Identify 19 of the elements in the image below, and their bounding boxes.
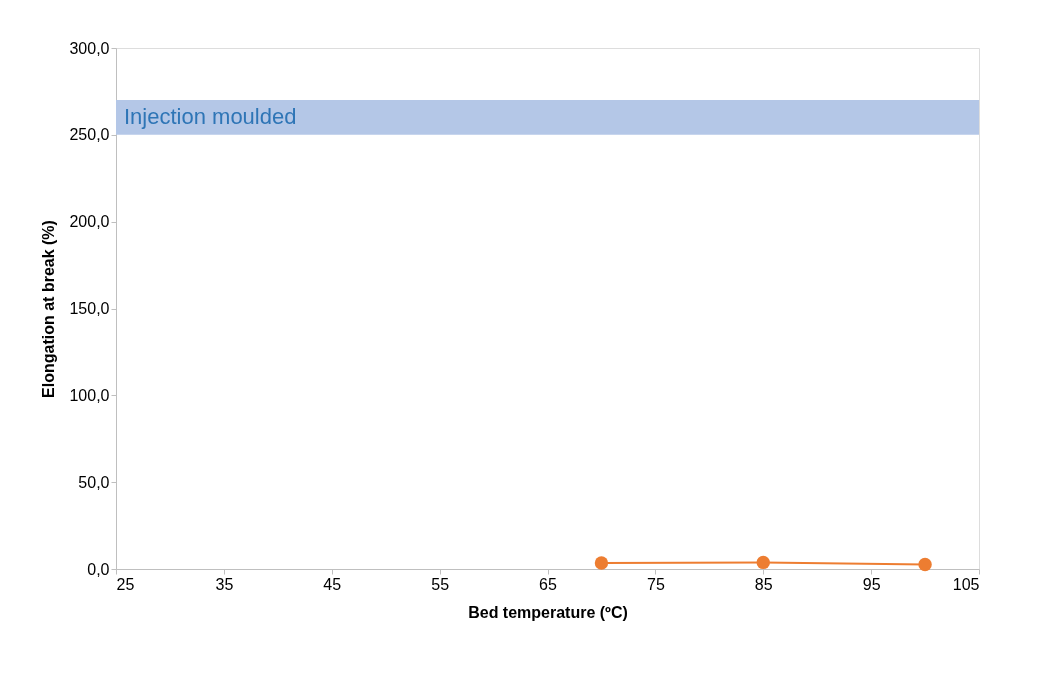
x-tick-label: 55 [431,575,450,593]
band-label: Injection moulded [124,104,297,130]
x-tick-label: 105 [952,575,980,593]
x-axis-title: Bed temperature (ºC) [468,603,628,621]
y-tick-label: 300,0 [69,39,110,57]
y-axis-title: Elongation at break (%) [40,220,58,398]
y-tick-label: 250,0 [69,126,110,144]
y-tick-label: 150,0 [69,300,110,317]
x-tick-label: 85 [754,575,773,593]
y-tick-label: 200,0 [69,213,110,231]
y-tick-label: 100,0 [69,386,110,404]
x-tick-label: 45 [323,575,342,593]
x-tick-label: 75 [646,575,665,593]
x-tick-label: 25 [116,575,135,593]
x-tick-label: 65 [539,575,557,593]
y-tick-label: 0,0 [87,560,110,578]
x-tick-label: 35 [215,575,234,593]
x-tick-label: 95 [862,575,881,593]
y-tick-label: 50,0 [78,473,110,491]
